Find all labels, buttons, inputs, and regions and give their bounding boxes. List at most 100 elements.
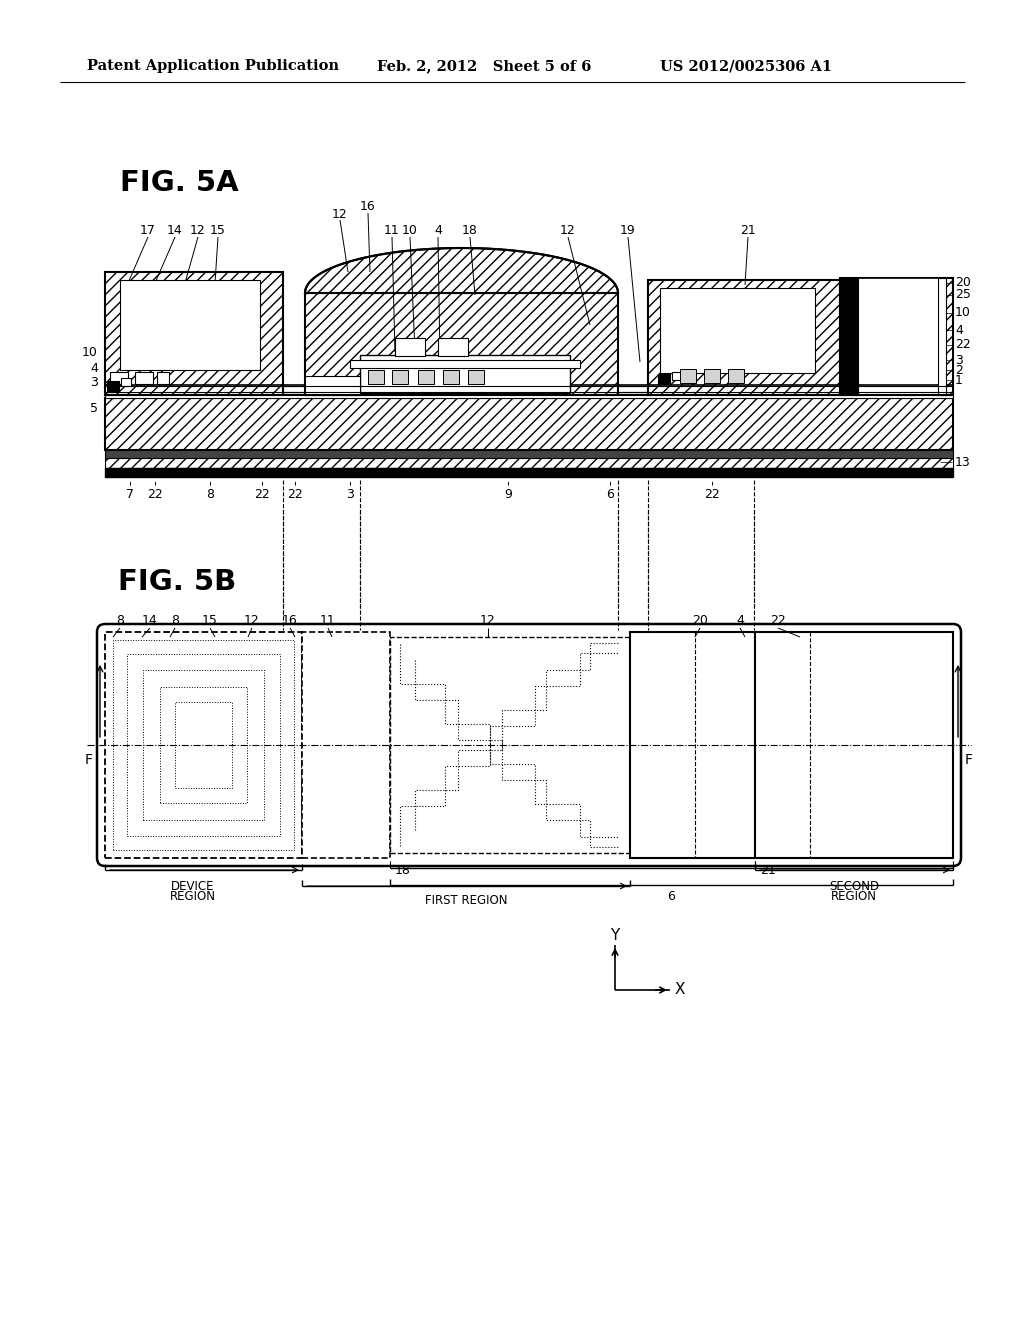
Text: 14: 14: [167, 224, 183, 238]
Text: 12: 12: [560, 224, 575, 238]
Text: 12: 12: [480, 614, 496, 627]
Bar: [106, 381, 119, 391]
Text: FIRST REGION: FIRST REGION: [425, 894, 507, 907]
Text: 16: 16: [360, 201, 376, 214]
Text: 9: 9: [504, 488, 512, 502]
Text: Patent Application Publication: Patent Application Publication: [87, 59, 339, 73]
Text: 22: 22: [287, 488, 303, 502]
Text: DEVICE: DEVICE: [171, 879, 215, 892]
Text: 22: 22: [254, 488, 270, 502]
Text: 18: 18: [462, 224, 478, 238]
Bar: [368, 370, 384, 384]
Text: FIG. 5A: FIG. 5A: [120, 169, 239, 197]
Text: 1: 1: [955, 374, 963, 387]
Bar: [468, 370, 484, 384]
Bar: [648, 280, 840, 395]
Text: 15: 15: [202, 614, 218, 627]
Text: 22: 22: [770, 614, 785, 627]
Text: 11: 11: [321, 614, 336, 627]
Bar: [443, 370, 459, 384]
Text: REGION: REGION: [831, 891, 877, 903]
Bar: [143, 671, 264, 820]
Bar: [630, 632, 755, 858]
Bar: [105, 469, 953, 477]
Bar: [755, 632, 953, 858]
Bar: [418, 370, 434, 384]
Text: 13: 13: [955, 455, 971, 469]
Text: 12: 12: [244, 614, 260, 627]
Text: F: F: [85, 752, 93, 767]
Bar: [660, 288, 815, 374]
Text: 5: 5: [90, 401, 98, 414]
Text: Y: Y: [610, 928, 620, 942]
Text: 8: 8: [206, 488, 214, 502]
Text: 21: 21: [740, 224, 756, 238]
Text: Feb. 2, 2012   Sheet 5 of 6: Feb. 2, 2012 Sheet 5 of 6: [377, 59, 592, 73]
Bar: [938, 279, 946, 395]
Text: 20: 20: [955, 276, 971, 289]
Bar: [390, 638, 630, 853]
Bar: [127, 653, 280, 836]
Bar: [840, 279, 858, 395]
Bar: [840, 279, 953, 395]
Text: 4: 4: [736, 614, 744, 627]
Bar: [105, 272, 283, 395]
Text: 12: 12: [190, 224, 206, 238]
Bar: [395, 338, 425, 356]
Text: 18: 18: [395, 865, 411, 878]
Text: 6: 6: [606, 488, 614, 502]
Bar: [360, 355, 570, 393]
Text: 22: 22: [705, 488, 720, 502]
Bar: [120, 280, 260, 370]
Bar: [105, 385, 953, 392]
Text: X: X: [675, 982, 685, 998]
Text: 22: 22: [147, 488, 163, 502]
Bar: [858, 279, 938, 395]
Text: 3: 3: [90, 376, 98, 389]
Bar: [113, 640, 945, 850]
Text: 21: 21: [760, 865, 776, 878]
Text: REGION: REGION: [170, 891, 216, 903]
Bar: [302, 632, 390, 858]
Bar: [680, 370, 696, 383]
Bar: [113, 640, 294, 850]
Text: 3: 3: [955, 354, 963, 367]
Bar: [105, 458, 953, 469]
Text: 11: 11: [384, 224, 400, 238]
Text: 2: 2: [955, 363, 963, 376]
Bar: [305, 376, 360, 395]
Text: 10: 10: [82, 346, 98, 359]
Text: 10: 10: [955, 306, 971, 319]
Text: 19: 19: [621, 224, 636, 238]
Text: 3: 3: [346, 488, 354, 502]
Bar: [658, 374, 670, 384]
FancyBboxPatch shape: [97, 624, 961, 866]
Text: 22: 22: [955, 338, 971, 351]
Text: 17: 17: [140, 224, 156, 238]
Text: 12: 12: [332, 207, 348, 220]
Text: 7: 7: [126, 488, 134, 502]
Text: 16: 16: [283, 614, 298, 627]
Text: 10: 10: [402, 224, 418, 238]
Bar: [438, 338, 468, 356]
Bar: [157, 372, 169, 384]
Bar: [121, 378, 131, 385]
Bar: [672, 372, 682, 380]
Bar: [105, 392, 953, 399]
Bar: [705, 370, 720, 383]
Text: 4: 4: [90, 362, 98, 375]
Text: 6: 6: [667, 891, 675, 903]
Text: 4: 4: [955, 323, 963, 337]
Bar: [160, 686, 247, 803]
Polygon shape: [305, 248, 618, 293]
Bar: [175, 702, 232, 788]
Text: 15: 15: [210, 224, 226, 238]
Text: F: F: [965, 752, 973, 767]
Text: US 2012/0025306 A1: US 2012/0025306 A1: [660, 59, 833, 73]
Text: 25: 25: [955, 289, 971, 301]
Bar: [350, 360, 580, 368]
Bar: [105, 632, 302, 858]
Bar: [305, 293, 618, 395]
Bar: [105, 450, 953, 458]
Text: 8: 8: [116, 614, 124, 627]
